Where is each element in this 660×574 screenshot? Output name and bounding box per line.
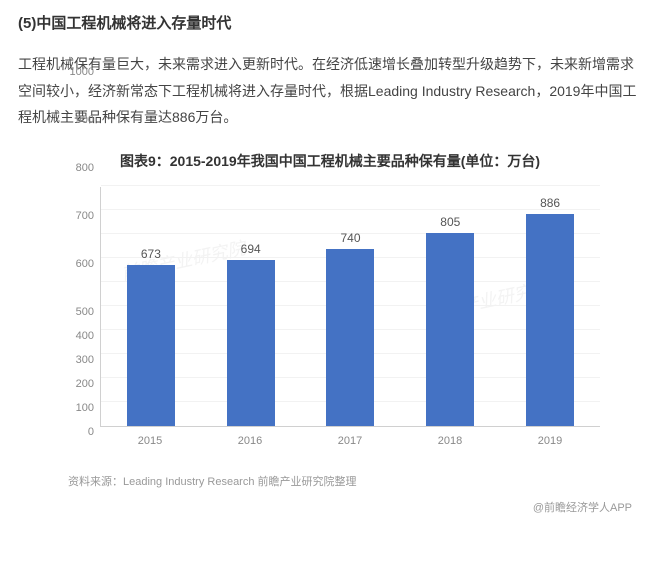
y-tick: 1000 [50,67,100,307]
bar-slot: 740 [301,187,401,426]
bar: 673 [127,265,175,426]
bar-value-label: 805 [440,215,460,229]
bar-slot: 673 [101,187,201,426]
bar: 886 [526,214,574,426]
bar-slot: 886 [500,187,600,426]
bar-value-label: 694 [241,242,261,256]
x-tick: 2019 [500,427,600,447]
bar-value-label: 886 [540,196,560,210]
bar: 740 [326,249,374,426]
section-heading: (5)中国工程机械将进入存量时代 [18,12,642,33]
plot-area: 673 694 740 805 886 [100,187,600,427]
bar-value-label: 673 [141,247,161,261]
x-tick: 2016 [200,427,300,447]
gridline [101,185,600,186]
bar-slot: 694 [201,187,301,426]
source-line: 资料来源：Leading Industry Research 前瞻产业研究院整理 [68,473,642,489]
bar-value-label: 740 [340,231,360,245]
bar: 694 [227,260,275,426]
y-axis: 01002003004005006007008009001000 [50,187,100,427]
chart-title: 图表9：2015-2019年我国中国工程机械主要品种保有量(单位：万台) [18,151,642,171]
x-tick: 2015 [100,427,200,447]
bar: 805 [426,233,474,425]
x-axis: 20152016201720182019 [100,427,600,447]
bar-slot: 805 [400,187,500,426]
x-tick: 2017 [300,427,400,447]
x-tick: 2018 [400,427,500,447]
bars-container: 673 694 740 805 886 [101,187,600,426]
bar-chart: 前瞻产业研究院 前瞻产业研究院 010020030040050060070080… [50,187,610,467]
attribution: @前瞻经济学人APP [18,499,642,515]
body-paragraph: 工程机械保有量巨大，未来需求进入更新时代。在经济低速增长叠加转型升级趋势下，未来… [18,51,642,131]
